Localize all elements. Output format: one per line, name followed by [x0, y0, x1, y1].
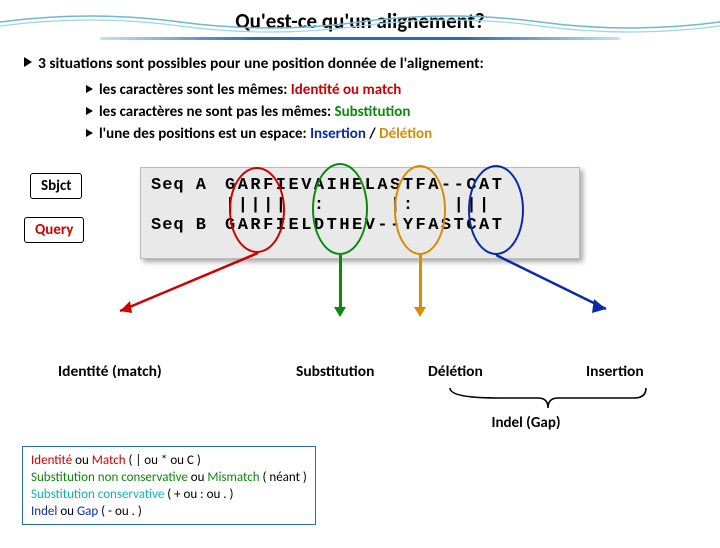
blank: [151, 196, 225, 216]
legend-txt: ou: [72, 453, 92, 468]
connector-identity: [110, 249, 270, 327]
arrow-right-icon: [86, 85, 93, 93]
label-sbjct: Sbjct: [30, 173, 82, 199]
callout-substitution: Substitution: [296, 362, 374, 381]
arrow-right-icon: [86, 129, 93, 137]
legend-kw: Mismatch: [207, 470, 259, 485]
ellipse-substitution: [312, 163, 368, 255]
kw-substitution: Substitution: [335, 103, 411, 121]
connector-substitution: [339, 255, 342, 309]
alignment-diagram: Sbjct Query Seq AGARFIEVAIHELASTFA--CAT …: [0, 161, 720, 321]
sub-text: les caractères sont les mêmes:: [99, 81, 291, 99]
legend-txt: ( | ou * ou C ): [126, 453, 201, 468]
sep: /: [366, 125, 379, 143]
legend-txt: ou: [57, 504, 77, 519]
seq-b-label: Seq B: [151, 216, 225, 236]
legend-txt: ( + ou : ou . ): [164, 487, 233, 502]
arrowhead-icon: [414, 307, 426, 317]
sub-item: les caractères ne sont pas les mêmes: Su…: [86, 103, 720, 121]
legend-txt: ( - ou . ): [98, 504, 142, 519]
main-bullet: 3 situations sont possibles pour une pos…: [24, 54, 720, 73]
label-query: Query: [24, 217, 84, 243]
legend-kw: Substitution non conservative: [31, 470, 188, 485]
legend-row: Substitution non conservative ou Mismatc…: [31, 469, 307, 486]
seq-a-label: Seq A: [151, 176, 225, 196]
arrow-right-icon: [24, 57, 32, 67]
legend-kw: Gap: [77, 504, 98, 519]
callout-indel: Indel (Gap): [446, 414, 606, 432]
sub-bullet-list: les caractères sont les mêmes: Identité …: [86, 81, 720, 143]
callout-identity: Identité (match): [58, 362, 162, 381]
sub-text: les caractères ne sont pas les mêmes:: [99, 103, 335, 121]
ellipse-identity: [229, 167, 285, 253]
title-underline: [100, 37, 620, 40]
callout-insertion: Insertion: [586, 362, 644, 381]
legend-kw: Match: [92, 453, 126, 468]
legend-kw: Indel: [31, 504, 57, 519]
kw-insertion: Insertion: [310, 125, 366, 143]
ellipse-insertion: [468, 165, 524, 255]
legend-row: Identité ou Match ( | ou * ou C ): [31, 452, 307, 469]
legend-row: Substitution conservative ( + ou : ou . …: [31, 486, 307, 503]
sub-item: les caractères sont les mêmes: Identité …: [86, 81, 720, 99]
legend-txt: ( néant ): [260, 470, 307, 485]
ellipse-deletion: [394, 165, 446, 255]
sub-text: l'une des positions est un espace:: [99, 125, 310, 143]
kw-deletion: Délétion: [379, 125, 432, 143]
legend-row: Indel ou Gap ( - ou . ): [31, 503, 307, 520]
main-bullet-text: 3 situations sont possibles pour une pos…: [38, 54, 484, 73]
arrow-right-icon: [86, 107, 93, 115]
callout-deletion: Délétion: [428, 362, 483, 381]
connector-deletion: [419, 255, 422, 309]
legend-kw: Identité: [31, 453, 72, 468]
decorative-wave: [0, 8, 720, 36]
legend-txt: ou: [188, 470, 208, 485]
sub-item: l'une des positions est un espace: Inser…: [86, 125, 720, 143]
legend-box: Identité ou Match ( | ou * ou C ) Substi…: [22, 446, 316, 525]
kw-identity: Identité ou match: [291, 81, 402, 99]
arrowhead-icon: [334, 307, 346, 317]
connector-insertion: [490, 251, 640, 323]
indel-brace: [438, 384, 658, 416]
legend-kw: Substitution conservative: [31, 487, 164, 502]
